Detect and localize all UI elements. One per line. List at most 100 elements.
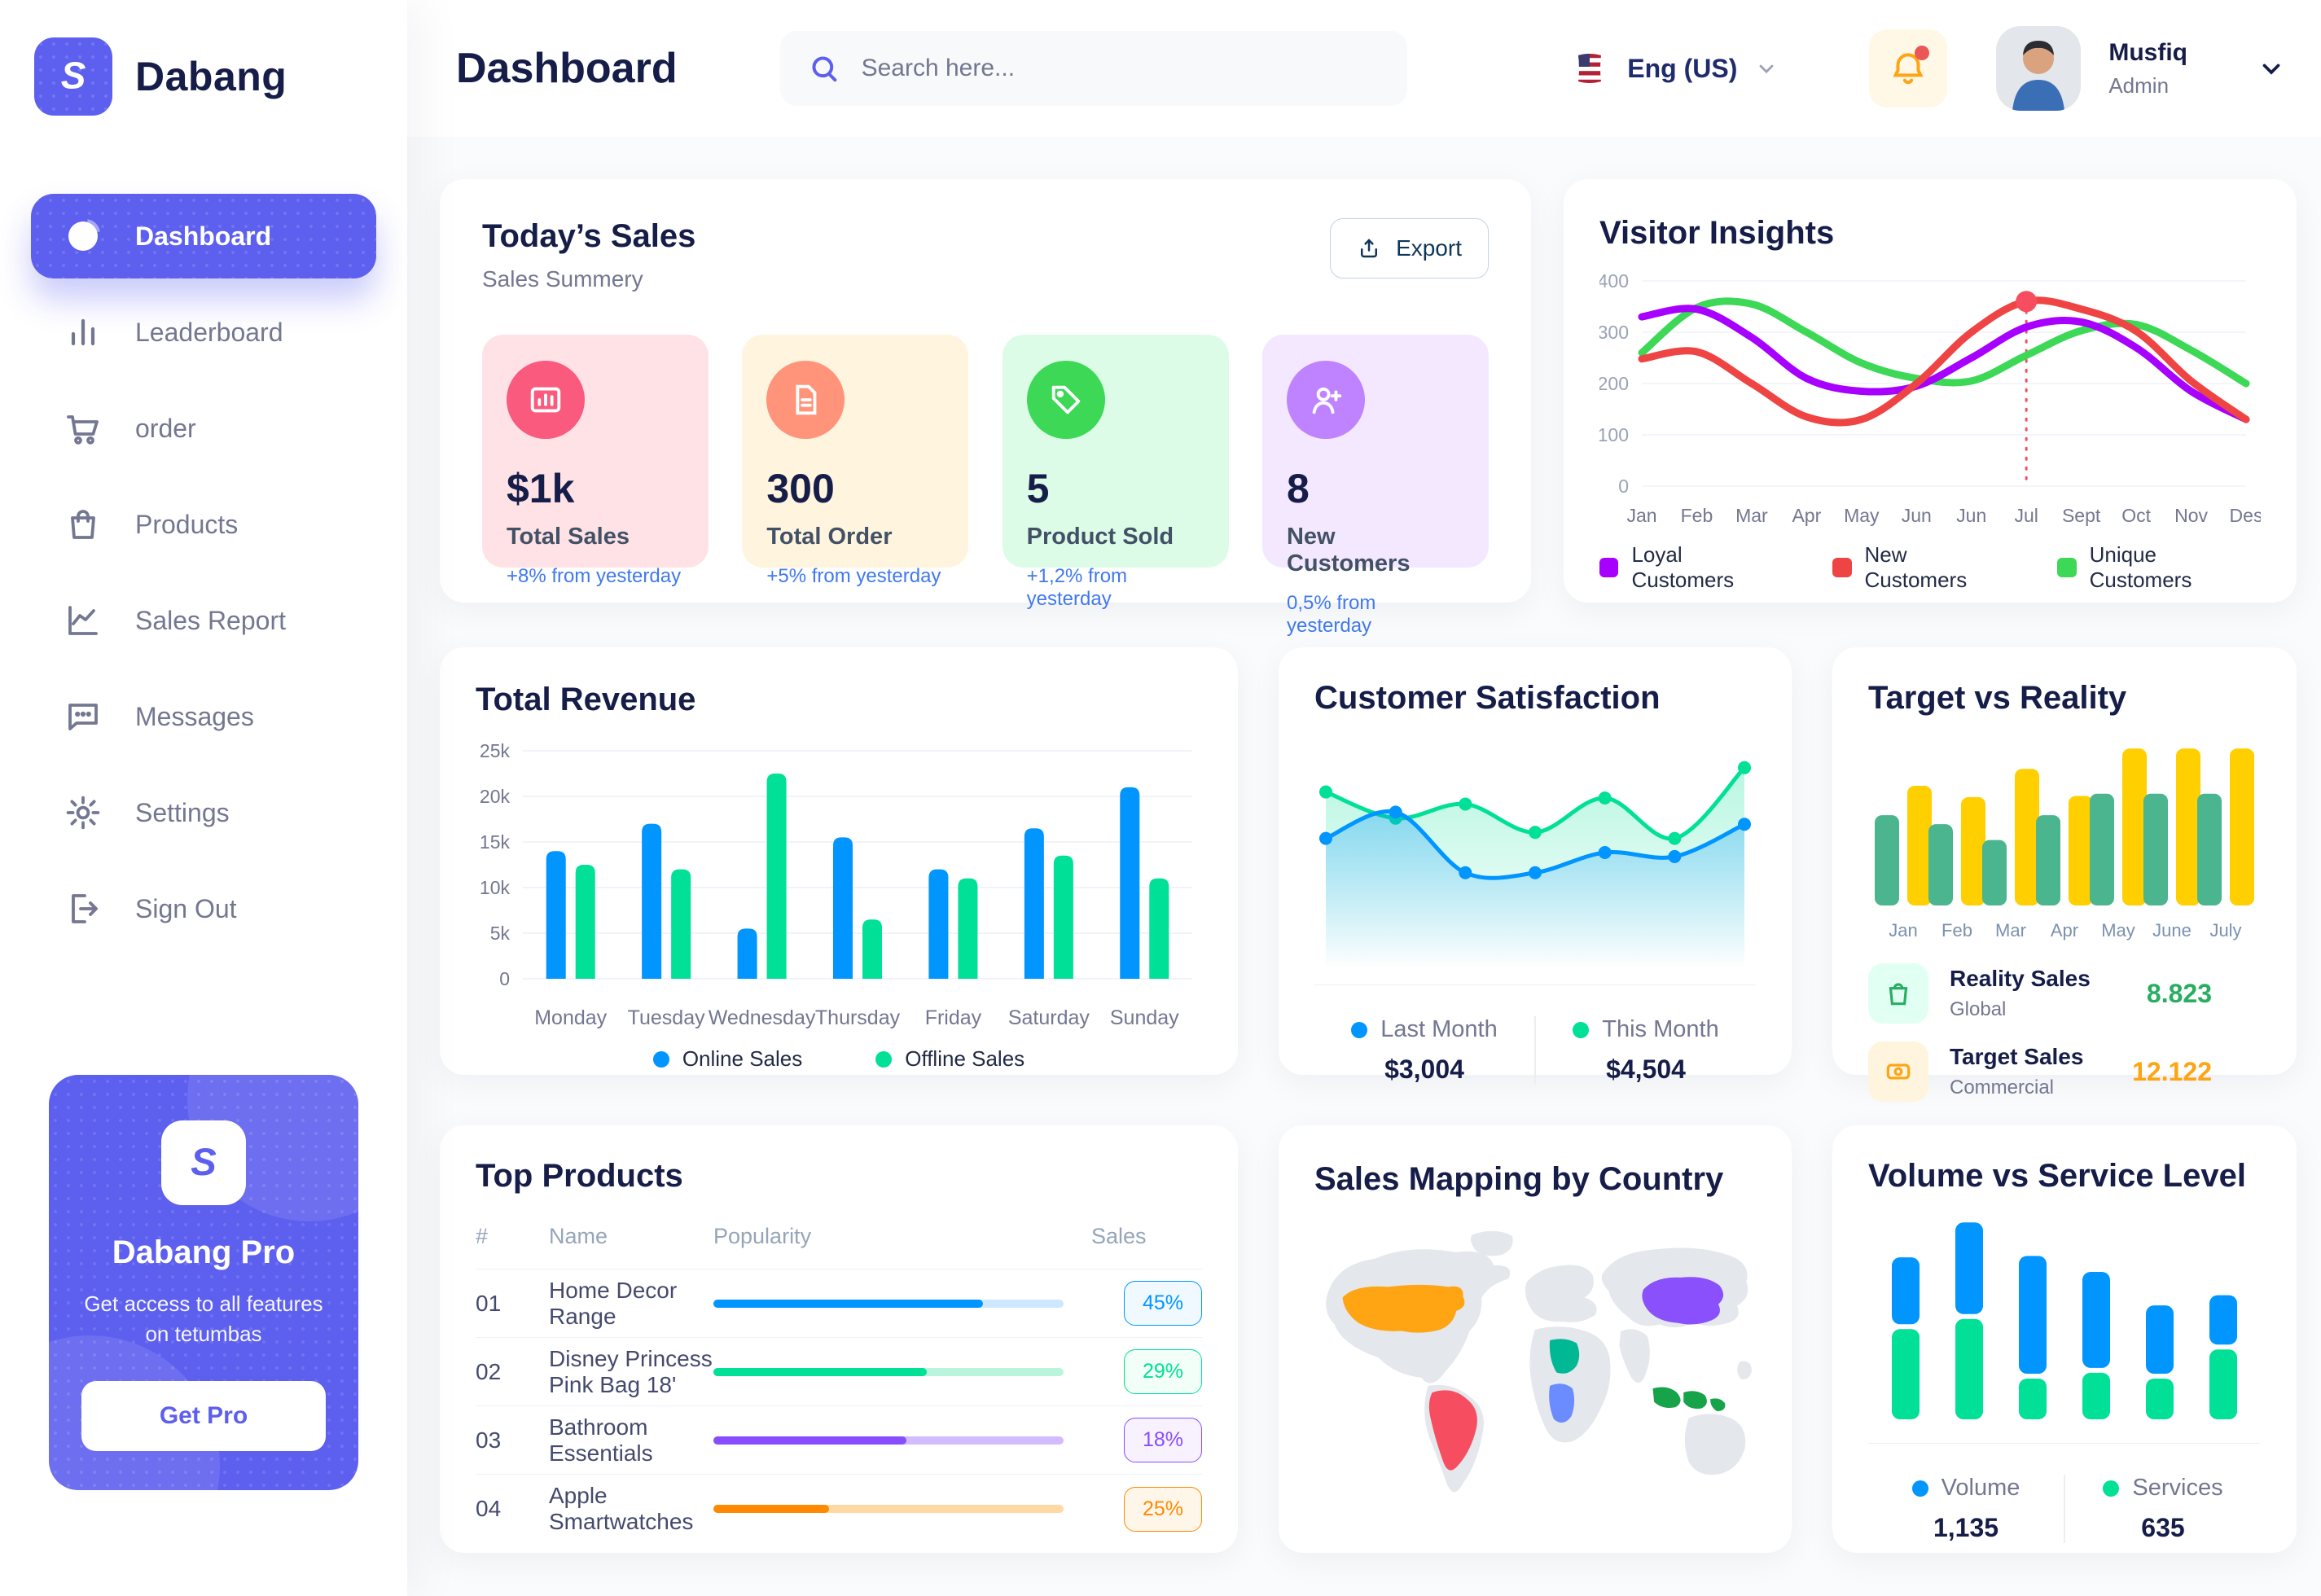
sidebar-item-settings[interactable]: Settings: [31, 770, 376, 855]
sidebar-item-leaderboard[interactable]: Leaderboard: [31, 290, 376, 375]
total-revenue-legend: Online Sales Offline Sales: [476, 1046, 1202, 1072]
profile-chevron-icon[interactable]: [2257, 55, 2285, 82]
volume-dot-icon: [1911, 1480, 1928, 1497]
svg-text:Apr: Apr: [1792, 505, 1821, 526]
svg-text:Jan: Jan: [1626, 505, 1656, 526]
visitor-insights-legend: Loyal Customers New Customers Unique Custo…: [1599, 542, 2261, 593]
svg-text:Oct: Oct: [2121, 505, 2151, 526]
bars-icon: [64, 313, 103, 352]
legend-item: Offline Sales: [875, 1046, 1024, 1072]
svg-text:300: 300: [1599, 322, 1629, 343]
stat-file-icon: [766, 361, 845, 439]
svg-text:Feb: Feb: [1941, 920, 1972, 940]
language-label: Eng (US): [1627, 53, 1738, 83]
total-revenue-title: Total Revenue: [476, 682, 696, 717]
stat-label: Total Order: [766, 524, 893, 550]
message-icon: [64, 697, 103, 736]
language-selector[interactable]: Eng (US): [1570, 49, 1778, 88]
sidebar-item-messages[interactable]: Messages: [31, 674, 376, 759]
svg-text:Jul: Jul: [2014, 505, 2038, 526]
sidebar-nav: Dashboard Leaderboard order Products Sales R…: [31, 194, 376, 951]
user-meta: Musfiq Admin: [2108, 39, 2187, 99]
sales-mapping-card: Sales Mapping by Country: [1279, 1125, 1792, 1553]
volume-service-title: Volume vs Service Level: [1868, 1158, 2246, 1194]
svg-text:Tuesday: Tuesday: [628, 1006, 705, 1029]
country-brazil: [1428, 1390, 1477, 1471]
world-map: [1314, 1217, 1756, 1509]
volume-service-card: Volume vs Service Level Volume 1,135 Ser…: [1832, 1125, 2297, 1553]
stat-value: 8: [1286, 466, 1310, 511]
notifications-button[interactable]: [1869, 29, 1948, 107]
svg-text:0: 0: [1618, 476, 1629, 497]
svg-text:Friday: Friday: [925, 1006, 982, 1029]
sidebar-item-products[interactable]: Products: [31, 482, 376, 567]
sales-badge: 18%: [1124, 1418, 1202, 1462]
sidebar-item-dashboard[interactable]: Dashboard: [31, 194, 376, 278]
stat-value: 5: [1026, 466, 1050, 511]
table-row: 02 Disney Princess Pink Bag 18' 29%: [476, 1338, 1202, 1406]
stat-card-total-order: 300 Total Order +5% from yesterday: [742, 335, 969, 587]
svg-text:100: 100: [1599, 424, 1629, 445]
svg-text:Saturday: Saturday: [1008, 1006, 1090, 1029]
stat-value: 300: [766, 466, 835, 511]
legend-item: Unique Customers: [2057, 542, 2261, 593]
top-products-title: Top Products: [476, 1158, 683, 1194]
legend-item: Loyal Customers: [1599, 542, 1787, 593]
todays-sales-title: Today’s Sales: [482, 218, 696, 254]
sidebar-item-sign-out[interactable]: Sign Out: [31, 866, 376, 951]
svg-text:0: 0: [499, 968, 510, 989]
stat-card-product-sold: 5 Product Sold +1,2% from yesterday: [1002, 335, 1229, 610]
legend-item: New Customers: [1832, 542, 2012, 593]
svg-text:10k: 10k: [480, 877, 511, 898]
svg-text:25k: 25k: [480, 740, 511, 761]
avatar[interactable]: [1996, 26, 2082, 111]
sidebar-item-order[interactable]: order: [31, 386, 376, 471]
table-row: 01 Home Decor Range 45%: [476, 1269, 1202, 1338]
notification-dot: [1915, 46, 1930, 60]
get-pro-button[interactable]: Get Pro: [81, 1381, 326, 1451]
customer-satisfaction-chart: [1314, 728, 1756, 973]
svg-text:May: May: [1844, 505, 1880, 526]
svg-text:400: 400: [1599, 270, 1629, 292]
sales-mapping-title: Sales Mapping by Country: [1314, 1161, 1724, 1197]
svg-text:Apr: Apr: [2051, 920, 2078, 940]
brand-name: Dabang: [135, 54, 287, 99]
reality-sales-legend-row: Reality Sales Global 8.823: [1868, 963, 2261, 1024]
services-dot-icon: [2103, 1480, 2120, 1497]
user-role: Admin: [2108, 72, 2170, 98]
country-dr-congo: [1549, 1383, 1575, 1423]
this-month-value: $4,504: [1606, 1054, 1686, 1084]
customer-satisfaction-title: Customer Satisfaction: [1314, 680, 1661, 716]
stat-card-new-customers: 8 New Customers 0,5% from yesterday: [1261, 335, 1489, 637]
top-products-card: Top Products # Name Popularity Sales 01 …: [440, 1125, 1238, 1553]
target-vs-reality-title: Target vs Reality: [1868, 680, 2127, 716]
svg-text:Jan: Jan: [1889, 920, 1917, 940]
stat-value: $1k: [507, 466, 575, 511]
brand-logo-icon: S: [34, 37, 112, 116]
stat-label: Total Sales: [507, 524, 630, 550]
visitor-insights-title: Visitor Insights: [1599, 215, 1835, 251]
stat-label: Product Sold: [1026, 524, 1174, 550]
svg-text:Wednesday: Wednesday: [709, 1006, 816, 1029]
bell-icon: [1893, 53, 1924, 85]
svg-text:Des: Des: [2230, 505, 2261, 526]
country-china: [1642, 1277, 1724, 1325]
stat-card-total-sales: $1k Total Sales +8% from yesterday: [482, 335, 709, 587]
sidebar: S Dabang Dashboard Leaderboard order Produc…: [0, 0, 407, 1596]
visitor-insights-chart: 0 100 200 300 400 Jan Feb Mar Apr May Jun Jun Jul Sep…: [1598, 265, 2263, 537]
svg-text:Feb: Feb: [1681, 505, 1713, 526]
svg-text:Thursday: Thursday: [815, 1006, 901, 1029]
stat-cards: $1k Total Sales +8% from yesterday 300 T…: [482, 335, 1489, 637]
top-products-header: # Name Popularity Sales: [476, 1224, 1202, 1269]
sidebar-item-sales-report[interactable]: Sales Report: [31, 578, 376, 663]
country-saudi-arabia: [1549, 1339, 1580, 1374]
country-indonesia: [1652, 1387, 1726, 1412]
customer-satisfaction-card: Customer Satisfaction Last Month $3,004 …: [1279, 647, 1792, 1085]
brand: S Dabang: [31, 37, 376, 116]
stat-user-plus-icon: [1286, 361, 1365, 439]
export-button[interactable]: Export: [1330, 218, 1489, 278]
target-vs-reality-card: Target vs Reality Jan Feb Mar Apr May June Jul…: [1832, 647, 2297, 1102]
volume-service-chart: [1868, 1206, 2261, 1432]
search-input[interactable]: [861, 55, 1380, 82]
svg-text:Sunday: Sunday: [1110, 1006, 1179, 1029]
